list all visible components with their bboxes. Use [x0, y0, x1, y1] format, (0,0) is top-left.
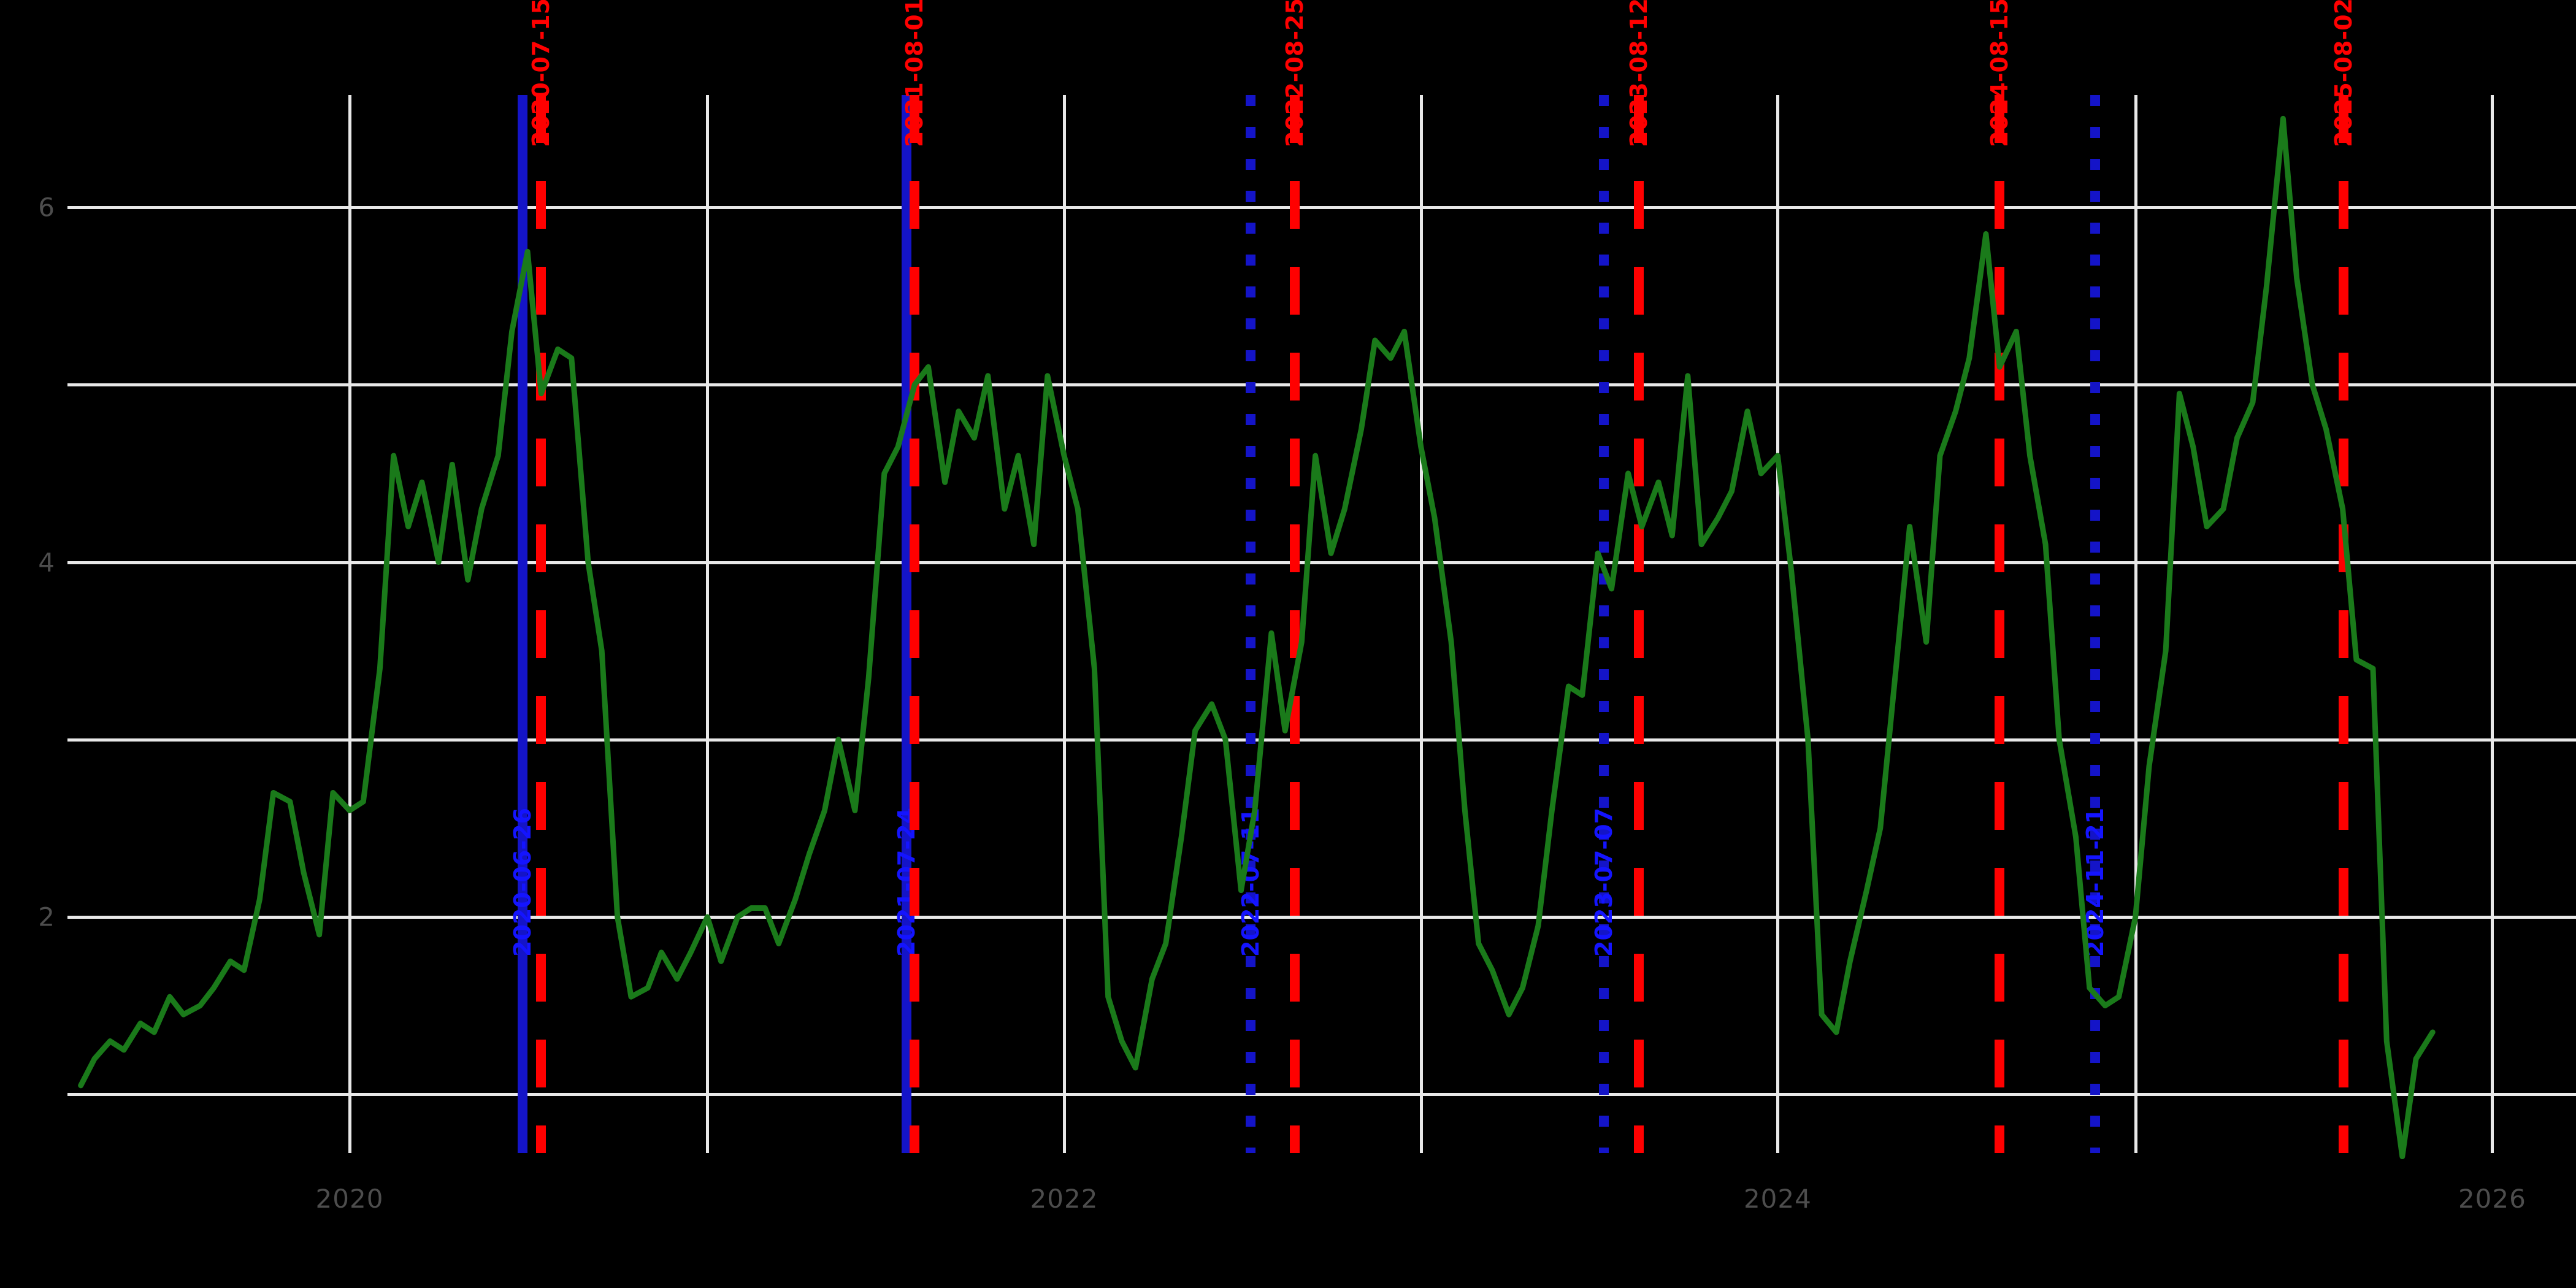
gridline-horizontal [67, 916, 2576, 919]
gridline-horizontal [67, 561, 2576, 564]
marker-line-2022-07-11 [1246, 95, 1256, 1153]
y-axis-tick-label: 6 [38, 192, 55, 223]
marker-line-2024-11-21 [2090, 95, 2101, 1153]
gridline-vertical [348, 95, 351, 1153]
marker-line-2021-08-01 [910, 95, 920, 1153]
gridline-horizontal [67, 738, 2576, 742]
gridline-horizontal [67, 206, 2576, 209]
gridline-vertical [706, 95, 710, 1153]
gridline-vertical [1063, 95, 1066, 1153]
gridline-vertical [2134, 95, 2137, 1153]
x-axis-tick-label: 2026 [2458, 1184, 2526, 1214]
gridline-vertical [2491, 95, 2494, 1153]
marker-line-2022-08-25 [1290, 95, 1300, 1153]
gridline-vertical [1776, 95, 1780, 1153]
marker-line-2021-07-24 [902, 95, 912, 1153]
marker-line-2023-07-07 [1598, 95, 1609, 1153]
x-axis-tick-label: 2020 [315, 1184, 384, 1214]
x-axis-tick-label: 2024 [1743, 1184, 1812, 1214]
marker-line-2025-08-02 [2339, 95, 2349, 1153]
x-axis-tick-label: 2022 [1030, 1184, 1098, 1214]
marker-line-2023-08-12 [1634, 95, 1644, 1153]
gridline-horizontal [67, 383, 2576, 387]
gridline-vertical [1419, 95, 1423, 1153]
gridline-horizontal [67, 1093, 2576, 1097]
y-axis-tick-label: 4 [38, 547, 55, 577]
marker-line-2020-06-26 [518, 95, 528, 1153]
y-axis-tick-label: 2 [38, 902, 55, 932]
